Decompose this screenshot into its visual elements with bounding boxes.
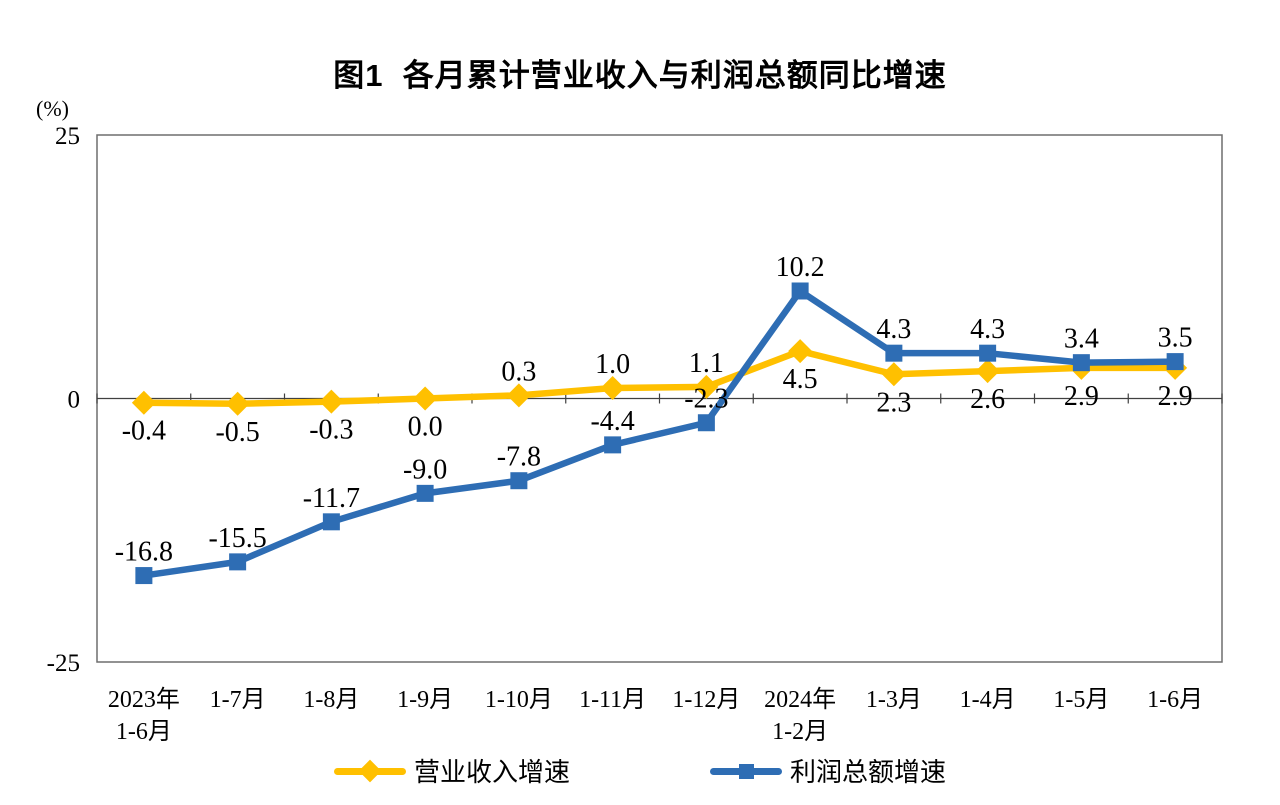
revenue-series-swatch <box>333 755 406 787</box>
revenue-data-label: 0.3 <box>501 356 536 387</box>
x-tick-label: 1-6月 <box>116 719 172 745</box>
profit-data-label: -15.5 <box>208 523 266 554</box>
profit-data-label: 3.5 <box>1158 323 1193 354</box>
square-marker-icon <box>739 763 754 779</box>
profit-data-label: -11.7 <box>303 483 360 514</box>
diamond-marker-icon <box>358 759 382 782</box>
revenue-marker <box>319 389 344 414</box>
profit-marker <box>791 282 809 300</box>
x-tick-label: 1-7月 <box>210 687 266 713</box>
profit-line <box>140 287 1179 579</box>
profit-data-label: 10.2 <box>776 252 825 283</box>
x-tick-label: 1-2月 <box>772 719 828 745</box>
revenue-data-label: 2.9 <box>1064 381 1099 412</box>
x-tick-label: 1-5月 <box>1053 687 1109 713</box>
revenue-marker <box>975 359 1000 384</box>
revenue-marker <box>600 375 625 400</box>
chart-title: 图1 各月累计营业收入与利润总额同比增速 <box>333 58 947 93</box>
revenue-marker <box>881 362 906 387</box>
revenue-data-label: -0.4 <box>122 416 166 447</box>
profit-data-label: -9.0 <box>403 454 447 485</box>
revenue-data-label: -0.5 <box>215 417 259 448</box>
x-tick-label: 1-9月 <box>397 687 453 713</box>
x-tick-label: 1-10月 <box>485 687 553 713</box>
revenue-marker <box>131 390 156 415</box>
revenue-data-label: 2.6 <box>970 384 1005 415</box>
revenue-data-label: 4.5 <box>783 364 818 395</box>
profit-marker <box>135 567 153 585</box>
profit-marker <box>416 484 434 502</box>
legend-item-revenue: 营业收入增速 <box>333 752 570 789</box>
profit-marker <box>885 344 903 362</box>
profit-marker <box>229 553 247 571</box>
line-chart-plot-area: 25 0 -25 2023年 1-6月 1-7月 1-8月 1-9月 1-10月 1-11月 1-1… <box>47 123 1223 745</box>
legend-label-profit: 利润总额增速 <box>790 758 947 787</box>
profit-marker <box>1166 353 1184 371</box>
revenue-marker <box>506 383 531 408</box>
revenue-marker <box>225 391 250 416</box>
y-tick-label: 25 <box>55 123 80 150</box>
x-tick-label: 2023年 <box>108 686 180 713</box>
revenue-marker <box>788 339 813 364</box>
x-tick-label: 1-12月 <box>672 687 740 713</box>
x-tick-label: 1-3月 <box>866 687 922 713</box>
profit-data-label: -4.4 <box>590 406 634 437</box>
x-tick-label: 1-8月 <box>303 687 359 713</box>
revenue-data-label: -0.3 <box>309 415 353 446</box>
profit-marker <box>604 436 622 454</box>
y-axis-unit-label: (%) <box>36 96 69 121</box>
profit-data-label: -7.8 <box>497 442 541 473</box>
profit-marker <box>1072 354 1090 372</box>
profit-series-swatch <box>710 755 782 787</box>
profit-data-label: -16.8 <box>115 537 173 568</box>
profit-marker <box>322 513 340 531</box>
revenue-marker <box>694 374 719 399</box>
y-tick-label: 0 <box>68 387 81 414</box>
legend-label-revenue: 营业收入增速 <box>413 758 570 787</box>
x-tick-label: 1-11月 <box>579 687 646 713</box>
profit-data-label: 4.3 <box>876 314 911 345</box>
revenue-data-label: 2.9 <box>1158 381 1193 412</box>
profit-data-label: 3.4 <box>1064 324 1099 355</box>
legend-item-profit: 利润总额增速 <box>710 752 946 789</box>
revenue-data-label: 1.0 <box>595 349 630 380</box>
revenue-data-label: 0.0 <box>408 412 443 443</box>
revenue-marker <box>413 386 438 411</box>
x-tick-label: 1-6月 <box>1147 687 1203 713</box>
revenue-data-label: 1.1 <box>689 348 724 379</box>
y-tick-label: -25 <box>47 650 80 677</box>
profit-marker <box>979 344 997 362</box>
profit-marker <box>697 414 715 432</box>
revenue-line <box>140 347 1179 408</box>
x-tick-label: 1-4月 <box>960 687 1016 713</box>
profit-data-label: 4.3 <box>970 314 1005 345</box>
legend: 营业收入增速 利润总额增速 <box>0 752 1280 789</box>
profit-data-label: -2.3 <box>684 384 728 415</box>
profit-marker <box>510 472 528 490</box>
revenue-data-label: 2.3 <box>876 387 911 418</box>
x-tick-label: 2024年 <box>764 686 836 713</box>
